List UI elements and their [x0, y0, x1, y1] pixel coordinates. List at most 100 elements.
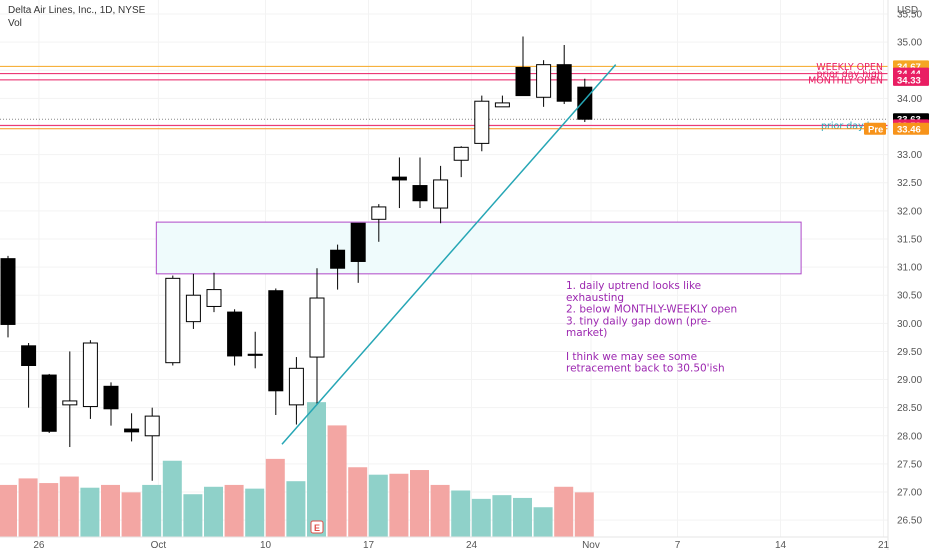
y-tick-label: 32.50 [897, 178, 922, 189]
candle-body [350, 222, 366, 262]
y-tick-label: 28.50 [897, 403, 922, 414]
candle-body [577, 86, 593, 120]
candle-body [412, 185, 428, 202]
volume-bar [533, 507, 553, 537]
candle-body [474, 100, 490, 144]
volume-bar [162, 460, 182, 537]
trendline [281, 64, 617, 445]
candle-body [433, 179, 449, 209]
level-label-monthly_open: MONTHLY OPEN [808, 75, 883, 86]
y-tick-label: 34.00 [897, 94, 922, 105]
price-tag-text-weekly_open: 34.67 [897, 62, 921, 73]
volume-bar [471, 498, 491, 537]
candle-body [536, 64, 552, 98]
volume-bar [307, 402, 326, 537]
candle-body [103, 385, 119, 410]
time-axis[interactable]: 26 Oct 10 17 24 Nov 7 14 21 [33, 540, 889, 550]
annotation-line: retracement back to 30.50'ish [566, 363, 725, 375]
annotation-line: 1. daily uptrend looks like [566, 280, 701, 292]
volume-bar [59, 476, 79, 537]
candle-body [268, 290, 284, 392]
volume-bar [245, 488, 265, 537]
volume-bar [204, 486, 223, 537]
candle-body [494, 102, 510, 108]
y-tick-label: 33.00 [897, 150, 922, 161]
x-tick-label: 17 [363, 540, 375, 550]
y-tick-label: 28.00 [897, 431, 922, 442]
volume-bar [18, 478, 38, 537]
candle-body [515, 66, 531, 97]
y-tick-label: 27.00 [897, 488, 922, 499]
candle-body [41, 374, 57, 432]
y-tick-label: 35.50 [897, 10, 922, 21]
candle-body [227, 311, 243, 357]
volume-bar [492, 495, 512, 537]
y-tick-label: 30.50 [897, 291, 922, 302]
candle-body [556, 64, 572, 102]
price-tag-text-premarket: 33.46 [897, 124, 921, 135]
zone-rect [155, 221, 802, 275]
x-tick-label: 7 [675, 540, 681, 550]
volume-bar [389, 473, 409, 537]
x-tick-label: 10 [260, 540, 272, 550]
level-label-weekly_open: WEEKLY OPEN [816, 62, 883, 73]
y-tick-label: 31.00 [897, 263, 922, 274]
earnings-marker [310, 520, 324, 534]
candle-body [371, 206, 387, 220]
annotation-note: 1. daily uptrend looks likeexhausting2. … [566, 280, 737, 375]
price-tag-text-monthly_open: 34.33 [897, 75, 921, 86]
annotation-line: I think we may see some [566, 351, 697, 363]
annotation-line: exhausting [566, 292, 624, 304]
candle-body [330, 249, 346, 269]
y-tick-label: 27.50 [897, 459, 922, 470]
volume-bar [0, 484, 17, 537]
annotation-line: 3. tiny daily gap down (pre- [566, 315, 711, 327]
pre-badge-text: Pre [868, 124, 883, 135]
candle-body [21, 345, 37, 366]
symbol-title: Delta Air Lines, Inc., 1D, NYSE [8, 5, 146, 16]
candle-body [391, 176, 407, 181]
x-tick-label: Oct [151, 540, 167, 550]
price-tag-monthly_open [893, 73, 929, 86]
candle-body [82, 342, 98, 408]
volume-bar [368, 474, 388, 537]
x-tick-label: 14 [775, 540, 787, 550]
volume-bar [142, 484, 162, 537]
volume-bar [327, 425, 347, 537]
volume-bar [224, 484, 244, 537]
currency-label: USD [897, 5, 918, 16]
volume-legend: Vol [8, 18, 22, 29]
candle-body [62, 400, 78, 406]
consolidation-zone [155, 221, 802, 275]
volume-bar [101, 484, 120, 537]
volume-bar [348, 467, 368, 537]
volume-bar [410, 470, 429, 537]
volume-bar [121, 492, 141, 537]
volume-bar [574, 492, 594, 537]
candle-body [309, 297, 325, 358]
trendline-group [281, 64, 617, 445]
x-tick-label: 24 [466, 540, 478, 550]
candle-body [247, 353, 263, 356]
y-tick-label: 32.00 [897, 206, 922, 217]
volume-bar [80, 487, 100, 537]
price-tag-premarket [893, 122, 929, 135]
candle-body [0, 258, 16, 325]
level-label-prior_day_high: prior day high [816, 69, 883, 80]
candle-body [206, 289, 222, 307]
volume-bar [554, 486, 574, 537]
volume-bar [451, 490, 471, 537]
candle-body [185, 294, 201, 323]
earnings-marker-label: E [314, 523, 320, 533]
volume-bar [265, 458, 285, 537]
x-tick-label: 21 [878, 540, 890, 550]
y-tick-label: 26.50 [897, 516, 922, 527]
candle-body [124, 428, 140, 433]
volume-bar [430, 484, 450, 537]
annotation-line: 2. below MONTHLY-WEEKLY open [566, 304, 737, 316]
volume-bar [513, 497, 532, 537]
